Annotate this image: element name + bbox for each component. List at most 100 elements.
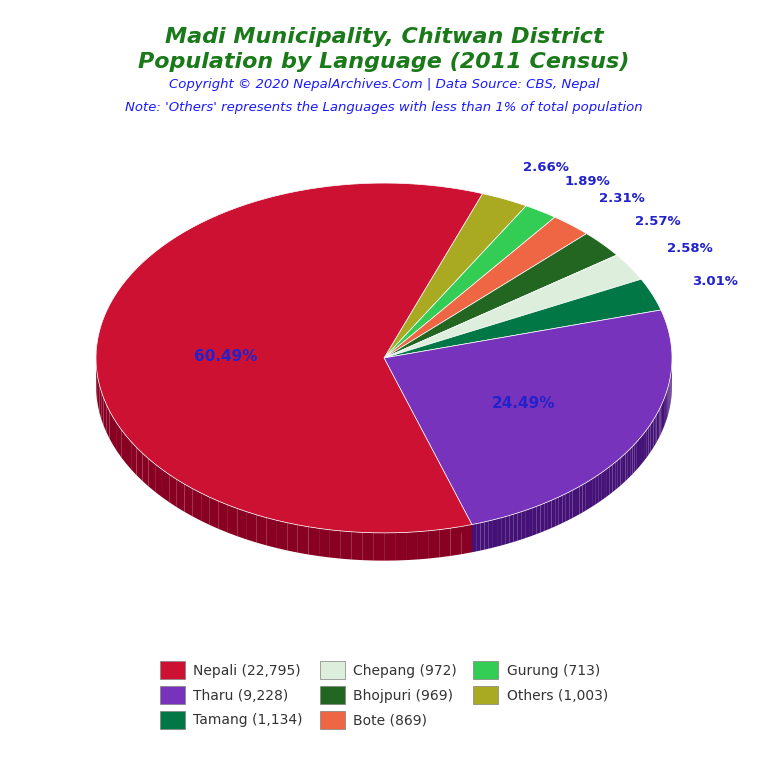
- Polygon shape: [650, 422, 652, 452]
- Polygon shape: [193, 488, 201, 521]
- Polygon shape: [201, 493, 210, 525]
- Polygon shape: [631, 446, 633, 476]
- Polygon shape: [96, 183, 482, 533]
- Polygon shape: [576, 487, 579, 516]
- Polygon shape: [652, 419, 654, 450]
- Polygon shape: [228, 505, 237, 536]
- Polygon shape: [219, 502, 228, 533]
- Polygon shape: [586, 481, 589, 511]
- Polygon shape: [104, 398, 106, 432]
- Polygon shape: [210, 497, 219, 529]
- Polygon shape: [440, 528, 451, 558]
- Polygon shape: [330, 530, 341, 558]
- Polygon shape: [502, 517, 505, 545]
- Polygon shape: [257, 515, 266, 545]
- Polygon shape: [545, 502, 548, 531]
- Polygon shape: [384, 255, 641, 358]
- Polygon shape: [533, 506, 537, 535]
- Polygon shape: [615, 460, 617, 490]
- Text: 24.49%: 24.49%: [492, 396, 555, 411]
- Text: Copyright © 2020 NepalArchives.Com | Data Source: CBS, Nepal: Copyright © 2020 NepalArchives.Com | Dat…: [169, 78, 599, 91]
- Text: 2.31%: 2.31%: [599, 192, 645, 205]
- Polygon shape: [625, 451, 627, 481]
- Polygon shape: [566, 492, 569, 521]
- Polygon shape: [451, 527, 462, 556]
- Polygon shape: [341, 531, 352, 560]
- Text: Population by Language (2011 Census): Population by Language (2011 Census): [138, 52, 630, 72]
- Polygon shape: [664, 396, 665, 426]
- Polygon shape: [97, 372, 98, 406]
- Polygon shape: [131, 442, 137, 475]
- Polygon shape: [384, 233, 617, 358]
- Polygon shape: [384, 217, 587, 358]
- Polygon shape: [513, 513, 518, 542]
- Polygon shape: [537, 505, 541, 534]
- Polygon shape: [658, 409, 660, 439]
- Polygon shape: [641, 435, 643, 465]
- Polygon shape: [148, 458, 155, 492]
- Text: Note: 'Others' represents the Languages with less than 1% of total population: Note: 'Others' represents the Languages …: [125, 101, 643, 114]
- Polygon shape: [137, 448, 142, 481]
- Polygon shape: [583, 483, 586, 512]
- Polygon shape: [184, 484, 193, 516]
- Polygon shape: [384, 194, 526, 358]
- Polygon shape: [121, 429, 126, 463]
- Polygon shape: [480, 522, 485, 551]
- Polygon shape: [493, 519, 497, 548]
- Polygon shape: [497, 518, 502, 547]
- Text: 2.66%: 2.66%: [523, 161, 569, 174]
- Polygon shape: [541, 503, 545, 532]
- Polygon shape: [117, 423, 121, 458]
- Polygon shape: [319, 528, 330, 558]
- Polygon shape: [509, 515, 513, 543]
- Polygon shape: [645, 429, 647, 460]
- Polygon shape: [106, 405, 110, 439]
- Polygon shape: [266, 518, 277, 548]
- Polygon shape: [298, 525, 309, 554]
- Polygon shape: [598, 473, 601, 502]
- Polygon shape: [637, 439, 639, 469]
- Legend: Nepali (22,795), Tharu (9,228), Tamang (1,134), Chepang (972), Bhojpuri (969), B: Nepali (22,795), Tharu (9,228), Tamang (…: [153, 654, 615, 736]
- Polygon shape: [110, 411, 113, 445]
- Polygon shape: [177, 479, 184, 512]
- Polygon shape: [362, 532, 374, 561]
- Polygon shape: [396, 532, 407, 561]
- Polygon shape: [101, 392, 104, 425]
- Text: Madi Municipality, Chitwan District: Madi Municipality, Chitwan District: [164, 27, 604, 47]
- Polygon shape: [613, 462, 615, 492]
- Polygon shape: [573, 488, 576, 518]
- Polygon shape: [623, 453, 625, 483]
- Polygon shape: [662, 402, 663, 432]
- Polygon shape: [665, 393, 666, 424]
- Polygon shape: [666, 391, 667, 421]
- Polygon shape: [657, 412, 658, 442]
- Polygon shape: [384, 358, 472, 552]
- Polygon shape: [384, 206, 554, 358]
- Polygon shape: [162, 469, 169, 502]
- Polygon shape: [633, 444, 634, 474]
- Polygon shape: [607, 467, 610, 496]
- Polygon shape: [309, 527, 319, 556]
- Polygon shape: [488, 520, 493, 548]
- Polygon shape: [505, 515, 509, 545]
- Polygon shape: [595, 475, 598, 505]
- Polygon shape: [627, 449, 631, 478]
- Polygon shape: [374, 533, 385, 561]
- Text: 3.01%: 3.01%: [693, 275, 738, 288]
- Polygon shape: [647, 427, 649, 457]
- Polygon shape: [569, 490, 573, 520]
- Polygon shape: [639, 437, 641, 467]
- Polygon shape: [485, 521, 488, 550]
- Polygon shape: [384, 280, 661, 358]
- Polygon shape: [385, 533, 396, 561]
- Polygon shape: [601, 471, 604, 501]
- Polygon shape: [559, 495, 562, 525]
- Polygon shape: [384, 358, 472, 552]
- Polygon shape: [287, 523, 298, 553]
- Polygon shape: [555, 497, 559, 526]
- Polygon shape: [551, 498, 555, 528]
- Polygon shape: [663, 399, 664, 429]
- Polygon shape: [384, 310, 672, 525]
- Polygon shape: [169, 475, 177, 507]
- Polygon shape: [113, 417, 117, 451]
